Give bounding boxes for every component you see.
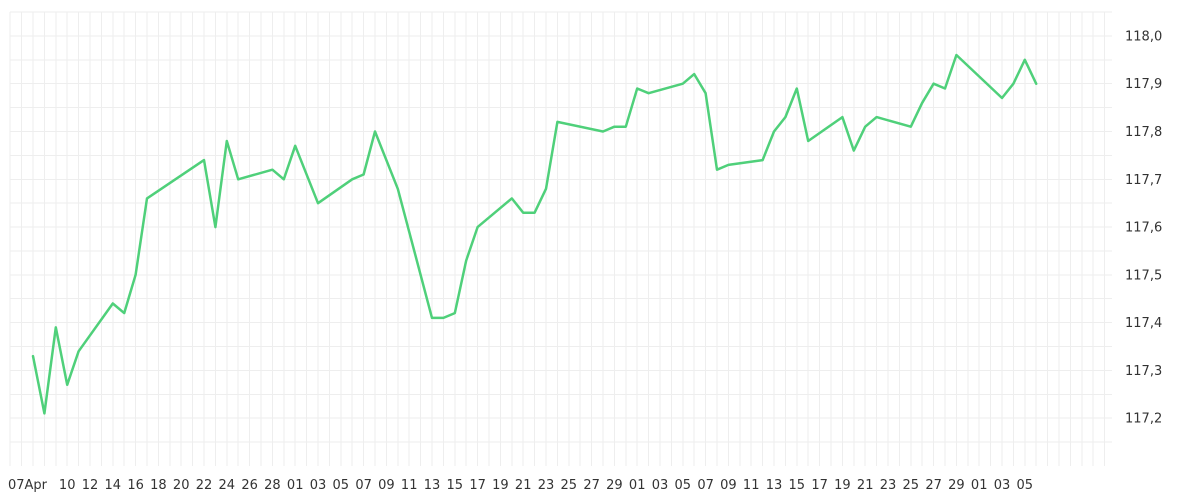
x-tick-label: 14: [105, 478, 122, 493]
x-tick-label: 11: [401, 478, 418, 493]
y-tick-label: 117,6: [1125, 221, 1162, 236]
y-tick-label: 117,7: [1125, 173, 1162, 188]
x-tick-label: 01: [629, 478, 646, 493]
x-tick-label: 23: [880, 478, 897, 493]
series-layer: [31, 53, 1038, 415]
x-tick-label: 12: [82, 478, 99, 493]
y-tick-label: 117,5: [1125, 268, 1162, 283]
series-line: [31, 53, 1038, 415]
x-tick-label: 23: [538, 478, 555, 493]
x-tick-label: 03: [652, 478, 669, 493]
x-tick-label: 13: [424, 478, 441, 493]
x-tick-label: 03: [310, 478, 327, 493]
x-tick-label: 05: [675, 478, 692, 493]
x-tick-label: 26: [241, 478, 258, 493]
x-tick-label: 01: [287, 478, 304, 493]
x-tick-label: 19: [492, 478, 509, 493]
x-tick-label: 05: [333, 478, 350, 493]
x-tick-label: 07: [355, 478, 372, 493]
y-tick-label: 117,9: [1125, 77, 1162, 92]
y-tick-label: 118,0: [1125, 29, 1162, 44]
x-tick-label: 15: [447, 478, 464, 493]
y-tick-label: 117,4: [1125, 316, 1162, 331]
x-tick-label: 29: [606, 478, 623, 493]
x-tick-label: 19: [834, 478, 851, 493]
x-tick-label: 22: [196, 478, 213, 493]
x-tick-label: 27: [583, 478, 600, 493]
x-grid: [9, 12, 1106, 466]
x-tick-label: 21: [515, 478, 532, 493]
x-tick-label: 27: [925, 478, 942, 493]
x-tick-label: 17: [811, 478, 828, 493]
x-tick-label: 11: [743, 478, 760, 493]
x-tick-label: 05: [1017, 478, 1034, 493]
x-tick-label: 29: [948, 478, 965, 493]
y-grid: [10, 11, 1112, 443]
x-tick-label: 16: [127, 478, 144, 493]
y-axis: 117,2 117,3 117,4 117,5 117,6 117,7 117,8 117,9…: [1125, 29, 1162, 426]
y-tick-label: 117,2: [1125, 412, 1162, 427]
x-tick-label: 20: [173, 478, 190, 493]
x-axis: 07Apr 10 12 14 16 18 20 22 24 26 28 01 03 05 07 09 11 13 1…: [8, 478, 1033, 493]
x-tick-label: 21: [857, 478, 874, 493]
x-tick-label: 24: [219, 478, 236, 493]
x-tick-label: 07Apr: [8, 478, 48, 493]
x-tick-label: 25: [903, 478, 920, 493]
x-tick-label: 03: [994, 478, 1011, 493]
x-tick-label: 01: [971, 478, 988, 493]
x-tick-label: 15: [789, 478, 806, 493]
x-tick-label: 10: [59, 478, 76, 493]
y-tick-label: 117,8: [1125, 125, 1162, 140]
x-tick-label: 18: [150, 478, 167, 493]
x-tick-label: 28: [264, 478, 281, 493]
x-tick-label: 17: [469, 478, 486, 493]
x-tick-label: 09: [378, 478, 395, 493]
x-tick-label: 09: [720, 478, 737, 493]
x-tick-label: 13: [766, 478, 783, 493]
x-tick-label: 07: [697, 478, 714, 493]
y-tick-label: 117,3: [1125, 364, 1162, 379]
x-tick-label: 25: [561, 478, 578, 493]
